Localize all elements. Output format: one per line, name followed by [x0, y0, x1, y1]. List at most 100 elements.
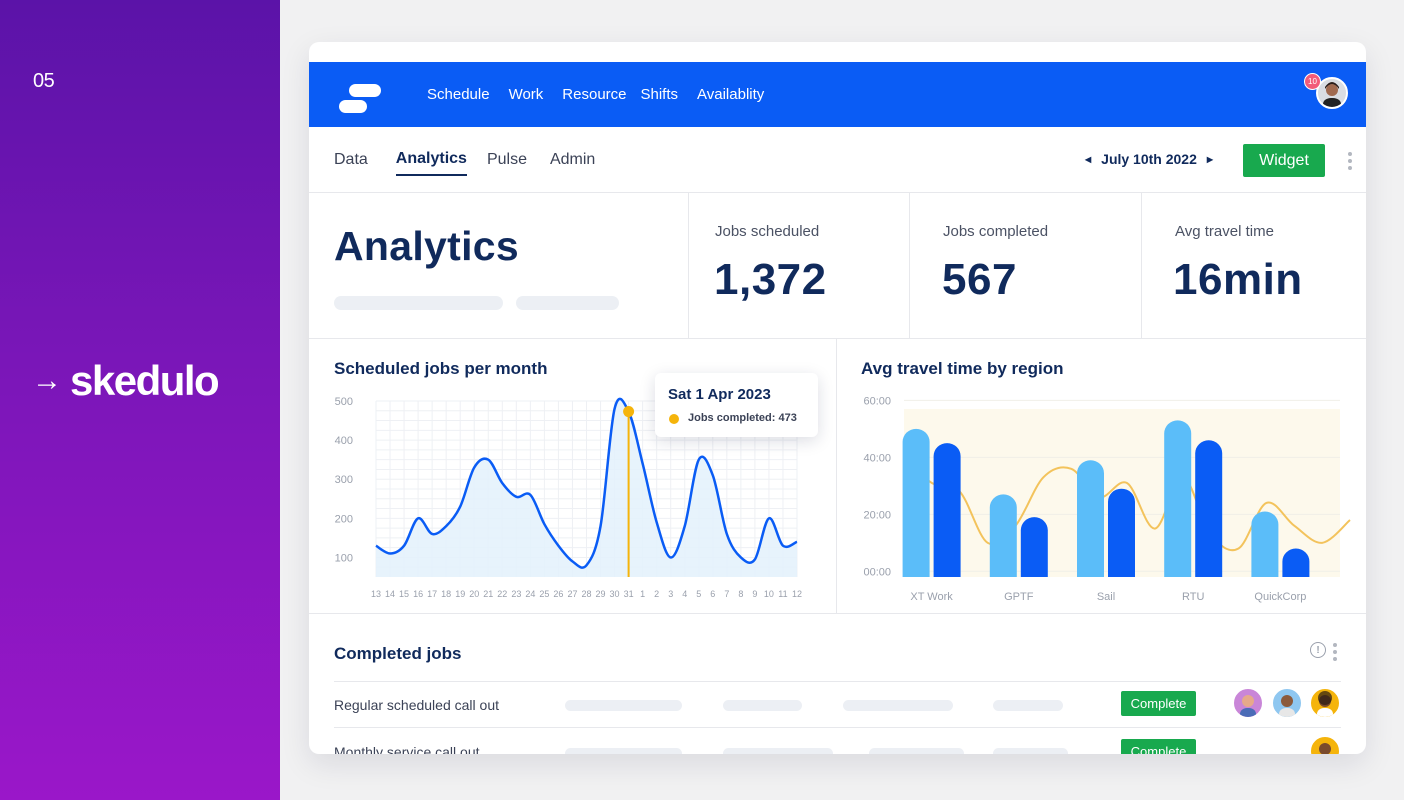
y-tick-label: 100 — [335, 552, 353, 564]
top-navbar: Schedule Work Resource Shifts Availablit… — [309, 62, 1366, 127]
page-title: Analytics — [334, 223, 519, 269]
x-tick-label: 7 — [724, 589, 729, 599]
avatar[interactable] — [1309, 687, 1341, 719]
series-line — [375, 397, 798, 569]
brand-panel: 05 → skedulo — [0, 0, 280, 800]
x-tick-label: 11 — [778, 589, 787, 599]
placeholder-bar — [993, 748, 1068, 754]
user-menu[interactable]: 10 — [1304, 73, 1348, 109]
app-logo-icon[interactable] — [339, 84, 381, 119]
placeholder-bar — [565, 700, 682, 711]
placeholder-bar — [334, 296, 503, 310]
nav-item-shifts[interactable]: Shifts — [640, 86, 679, 103]
tooltip-series-dot — [669, 414, 679, 424]
x-tick-label: 4 — [682, 589, 687, 599]
brand-logo: → skedulo — [32, 357, 220, 404]
highlight-point — [623, 406, 635, 418]
tab-pulse[interactable]: Pulse — [486, 151, 527, 168]
section-title-completed-jobs: Completed jobs — [334, 644, 462, 663]
placeholder-bar — [993, 700, 1063, 711]
y-tick-label: 200 — [335, 513, 353, 525]
x-tick-label: 9 — [752, 589, 757, 599]
tab-bar: Data Analytics Pulse Admin — [334, 127, 595, 193]
tooltip-title: Sat 1 Apr 2023 — [668, 386, 771, 403]
divider — [1141, 193, 1142, 339]
x-tick-label: 3 — [668, 589, 673, 599]
nav-item-work[interactable]: Work — [508, 86, 544, 103]
x-tick-label: 29 — [596, 589, 606, 599]
status-badge[interactable]: Complete — [1121, 739, 1196, 754]
bar — [1077, 460, 1104, 577]
chart-tooltip: Sat 1 Apr 2023 Jobs completed: 473 — [655, 373, 818, 437]
avatar[interactable] — [1309, 735, 1341, 754]
x-tick-label: 5 — [696, 589, 701, 599]
nav-item-availability[interactable]: Availablity — [697, 86, 765, 103]
job-row-label[interactable]: Regular scheduled call out — [334, 697, 499, 713]
brand-name: skedulo — [70, 357, 220, 404]
x-tick-label: 16 — [413, 589, 423, 599]
avg-travel-chart: 00:00 20:00 40:00 60:00 XT Work GPTF Sail RTU Qu… — [863, 395, 1351, 603]
app-window: Schedule Work Resource Shifts Availablit… — [309, 42, 1366, 754]
more-options-icon[interactable] — [1333, 643, 1337, 661]
widget-button[interactable]: Widget — [1243, 144, 1325, 177]
charts-row: Scheduled jobs per month 100 200 300 400 500… — [309, 339, 1366, 614]
placeholder-bar — [565, 748, 682, 754]
user-avatar[interactable] — [1316, 77, 1348, 109]
y-tick-label: 400 — [335, 435, 353, 447]
x-tick-label: 31 — [624, 589, 634, 599]
tab-data[interactable]: Data — [334, 151, 368, 168]
sub-navbar: Data Analytics Pulse Admin ◀ July 10th 2… — [309, 127, 1366, 193]
stat-label-avg-travel-time: Avg travel time — [1175, 223, 1274, 240]
placeholder-bar — [516, 296, 619, 310]
divider — [836, 339, 837, 614]
chevron-left-icon[interactable]: ◀ — [1085, 154, 1092, 164]
job-row-label[interactable]: Monthly service call out — [334, 744, 480, 754]
bar — [902, 428, 930, 577]
x-tick-label: XT Work — [910, 591, 953, 603]
placeholder-bar — [723, 748, 833, 754]
x-tick-label: 13 — [371, 589, 381, 599]
x-tick-label: Sail — [1097, 591, 1115, 603]
bar — [1251, 511, 1279, 577]
avatar[interactable] — [1271, 687, 1303, 719]
y-tick-label: 20:00 — [863, 509, 891, 521]
date-navigator: ◀ July 10th 2022 ▶ — [1085, 151, 1213, 167]
x-tick-label: 15 — [399, 589, 409, 599]
tab-analytics[interactable]: Analytics — [395, 144, 467, 176]
avatar[interactable] — [1232, 687, 1264, 719]
x-tick-label: 28 — [581, 589, 591, 599]
chevron-right-icon[interactable]: ▶ — [1206, 154, 1214, 164]
x-tick-label: 25 — [539, 589, 549, 599]
status-badge[interactable]: Complete — [1121, 691, 1196, 716]
arrow-right-icon: → — [32, 364, 62, 397]
more-options-icon[interactable] — [1348, 152, 1352, 170]
x-tick-label: 14 — [385, 589, 395, 599]
current-date: July 10th 2022 — [1101, 151, 1197, 167]
row-divider — [334, 681, 1341, 682]
chart-title-scheduled-jobs: Scheduled jobs per month — [334, 359, 548, 378]
x-tick-label: 26 — [553, 589, 563, 599]
x-tick-label: 10 — [764, 589, 774, 599]
info-icon[interactable]: ! — [1310, 642, 1326, 658]
nav-item-resource[interactable]: Resource — [562, 86, 627, 103]
placeholder-bar — [869, 748, 964, 754]
y-tick-label: 300 — [335, 474, 353, 486]
divider — [909, 193, 910, 339]
x-tick-label: QuickCorp — [1254, 591, 1306, 603]
x-tick-label: 17 — [427, 589, 437, 599]
area-fill — [376, 398, 797, 577]
x-tick-label: 20 — [469, 589, 479, 599]
tab-admin[interactable]: Admin — [549, 151, 596, 168]
summary-row: Analytics Jobs scheduled 1,372 Jobs comp… — [309, 193, 1366, 339]
bar — [1195, 440, 1223, 577]
y-tick-label: 00:00 — [863, 566, 891, 578]
nav-item-schedule[interactable]: Schedule — [427, 86, 490, 103]
y-tick-label: 60:00 — [863, 395, 891, 407]
x-tick-label: 23 — [511, 589, 521, 599]
divider — [688, 193, 689, 339]
notification-badge: 10 — [1304, 73, 1321, 90]
bar — [1020, 517, 1048, 577]
x-tick-label: 24 — [525, 589, 535, 599]
x-tick-label: 27 — [567, 589, 577, 599]
y-tick-label: 500 — [335, 396, 353, 408]
